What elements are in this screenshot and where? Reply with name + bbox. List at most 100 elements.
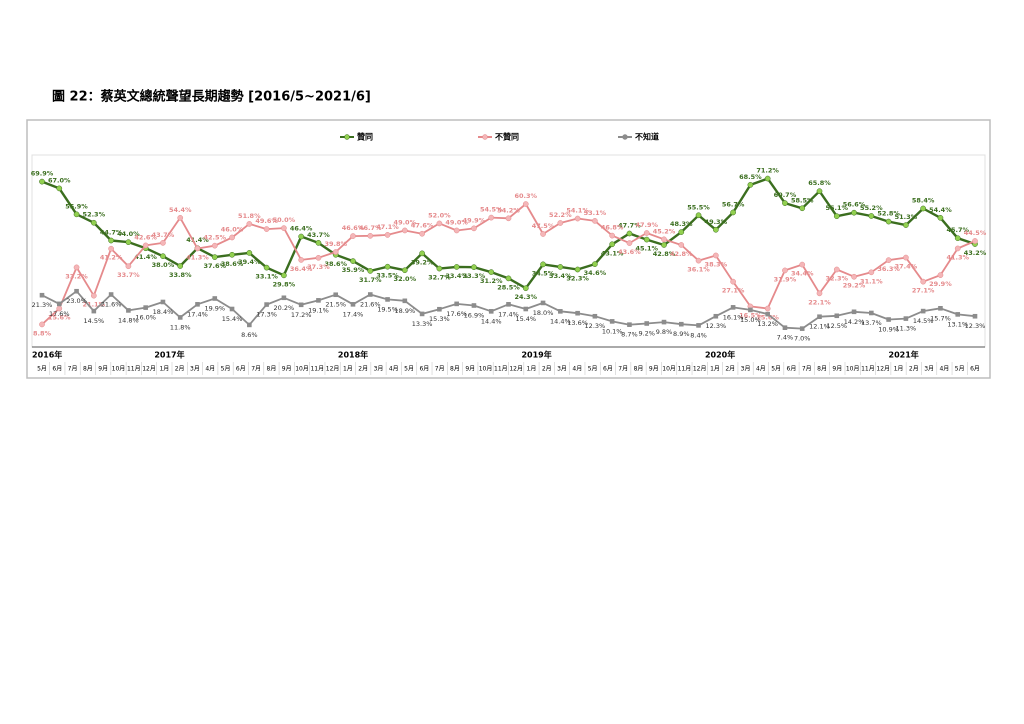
data-label: 32.7%: [428, 274, 451, 282]
x-tick-label: 2月: [175, 366, 185, 373]
legend-label: 贊同: [357, 132, 373, 142]
x-tick-label: 6月: [603, 366, 613, 373]
x-tick-label: 3月: [374, 366, 384, 373]
x-tick-label: 9月: [282, 366, 292, 373]
data-label: 16.1%: [723, 313, 744, 321]
data-label: 14.8%: [118, 316, 139, 324]
data-label: 38.3%: [705, 260, 728, 268]
data-point: [954, 245, 961, 252]
data-label: 33.2%: [65, 272, 88, 280]
x-tick-label: 5月: [955, 366, 965, 373]
data-label: 45.7%: [946, 226, 969, 234]
data-point: [903, 254, 909, 261]
data-point: [506, 302, 511, 307]
x-tick-label: 6月: [787, 366, 797, 373]
data-label: 46.8%: [601, 224, 624, 232]
x-tick-label: 8月: [267, 366, 277, 373]
data-point: [56, 301, 62, 307]
data-point: [678, 229, 685, 235]
data-label: 12.5%: [826, 322, 847, 330]
data-point: [592, 218, 598, 224]
x-tick-label: 7月: [251, 366, 261, 373]
data-label: 34.6%: [584, 269, 607, 277]
data-label: 19.9%: [204, 304, 225, 312]
data-point: [609, 241, 616, 248]
data-point: [281, 295, 287, 301]
x-tick-label: 3月: [557, 366, 567, 373]
data-point: [108, 292, 114, 297]
data-label: 47.1%: [376, 223, 399, 231]
x-tick-label: 6月: [970, 366, 980, 373]
data-label: 49.6%: [255, 217, 278, 225]
x-tick-label: 7月: [802, 366, 812, 373]
data-label: 46.4%: [290, 225, 313, 233]
data-point: [367, 268, 374, 274]
data-point: [143, 305, 148, 310]
data-label: 14.5%: [84, 317, 105, 325]
x-tick-label: 1月: [343, 366, 353, 373]
x-tick-label: 11月: [494, 366, 508, 373]
x-tick-label: 4月: [756, 366, 766, 373]
year-label: 2017年: [154, 350, 184, 360]
data-point: [575, 310, 580, 316]
x-tick-label: 11月: [310, 366, 324, 373]
data-point: [56, 185, 63, 192]
data-label: 47.6%: [411, 222, 434, 230]
data-point: [765, 311, 770, 317]
data-point: [592, 313, 598, 319]
x-tick-label: 4月: [205, 366, 215, 373]
data-point: [695, 257, 702, 264]
data-point: [557, 220, 564, 226]
data-point: [696, 323, 701, 328]
data-point: [246, 250, 253, 256]
data-label: 69.9%: [31, 170, 54, 178]
data-point: [401, 267, 408, 274]
data-label: 11.3%: [896, 325, 917, 333]
data-label: 41.3%: [186, 253, 209, 261]
data-label: 38.0%: [152, 261, 175, 269]
data-point: [298, 257, 305, 263]
data-point: [523, 306, 529, 312]
year-label: 2018年: [338, 350, 368, 360]
data-point: [522, 201, 529, 207]
data-label: 12.3%: [965, 322, 986, 330]
x-tick-label: 4月: [572, 366, 582, 373]
data-label: 56.6%: [843, 201, 866, 209]
data-point: [315, 254, 322, 261]
data-label: 12.3%: [585, 322, 606, 330]
data-point: [540, 261, 546, 268]
data-point: [125, 263, 132, 270]
x-tick-label: 8月: [817, 366, 827, 373]
data-label: 33.8%: [169, 271, 192, 279]
data-label: 21.1%: [83, 301, 106, 309]
data-point: [454, 301, 459, 307]
data-point: [367, 232, 374, 239]
legend-label: 不贊同: [495, 132, 519, 142]
data-label: 34.4%: [791, 270, 814, 278]
data-point: [229, 306, 235, 312]
data-point: [505, 215, 512, 222]
data-point: [73, 264, 80, 271]
data-label: 38.6%: [221, 260, 244, 268]
x-tick-label: 8月: [450, 366, 460, 373]
data-label: 16.5%: [739, 311, 762, 319]
data-point: [661, 319, 667, 325]
data-point: [471, 303, 477, 308]
data-point: [661, 242, 667, 248]
x-tick-label: 5月: [771, 366, 781, 373]
data-point: [350, 233, 356, 239]
x-tick-label: 9月: [649, 366, 659, 373]
data-point: [540, 300, 546, 306]
data-point: [90, 219, 97, 226]
data-label: 15.6%: [756, 314, 779, 322]
data-label: 14.4%: [481, 317, 502, 325]
data-point: [177, 315, 183, 320]
data-label: 47.5%: [532, 222, 555, 230]
data-point: [903, 316, 909, 321]
data-label: 55.9%: [65, 202, 88, 210]
data-point: [419, 311, 425, 317]
x-tick-label: 2月: [909, 366, 919, 373]
data-point: [177, 263, 184, 269]
data-point: [350, 258, 356, 264]
